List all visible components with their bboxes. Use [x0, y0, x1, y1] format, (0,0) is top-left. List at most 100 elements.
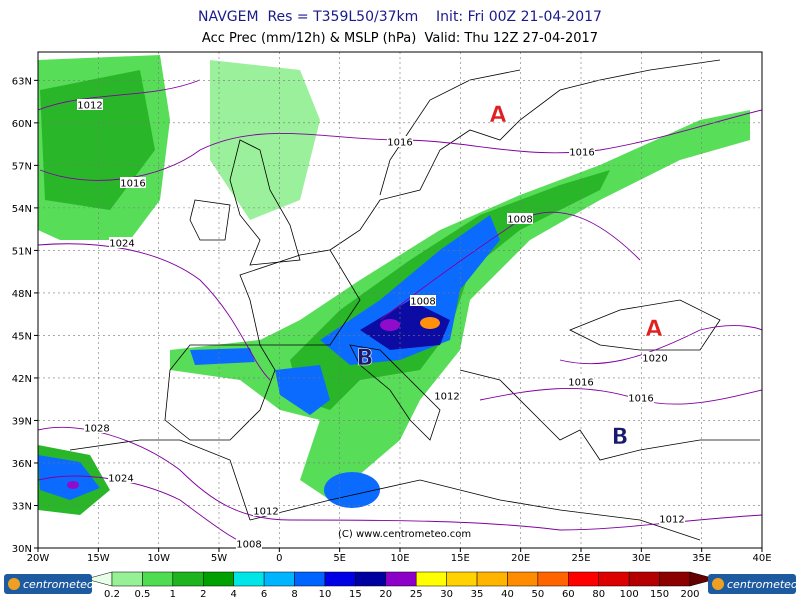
scale-box	[415, 571, 447, 587]
lat-label: 36N	[12, 459, 32, 470]
coastline	[379, 69, 521, 196]
isobar-label-bg	[108, 472, 134, 483]
precip-area	[275, 365, 330, 415]
precip-area	[38, 455, 100, 500]
scale-box	[233, 571, 265, 587]
isobar-label-bg	[410, 295, 436, 306]
precip-area	[324, 472, 380, 508]
precip-area	[420, 317, 440, 329]
lon-label: 5E	[333, 553, 346, 564]
lon-label: 35E	[692, 553, 711, 564]
scale-box	[476, 571, 508, 587]
isobar	[38, 243, 271, 381]
coastlines	[69, 59, 760, 541]
isobar	[38, 79, 201, 111]
scale-box	[324, 571, 356, 587]
isobar-label: 1008	[410, 297, 435, 308]
lat-label: 42N	[12, 374, 32, 385]
lon-label: 40E	[752, 553, 771, 564]
isobar-label-bg	[109, 237, 135, 248]
lat-label: 51N	[12, 246, 32, 257]
map-content	[38, 52, 762, 548]
isobar-label: 1012	[253, 507, 278, 518]
pressure-center: B	[357, 346, 374, 371]
lon-label: 10W	[147, 553, 170, 564]
coastline	[329, 59, 721, 251]
map-area: (C) www.centrometeo.com 1012 1016 1016 1016…	[37, 51, 763, 551]
coastline	[459, 369, 760, 461]
coastline	[164, 344, 276, 441]
logo: centrometeo	[23, 578, 94, 591]
scale-label: 80	[592, 589, 605, 600]
scale-label: 30	[440, 589, 453, 600]
scale-box	[659, 571, 691, 587]
scale-label: 10	[319, 589, 332, 600]
isobar-label-bg	[628, 392, 654, 403]
lat-label: 54N	[12, 204, 32, 215]
coastline	[249, 479, 701, 541]
scale-box	[294, 571, 326, 587]
isobar-label-bg	[434, 390, 460, 401]
isobar-label: 1016	[387, 138, 412, 149]
precip-area	[210, 60, 320, 220]
isobar-label-bg	[387, 136, 413, 147]
scale-label: 200	[680, 589, 699, 600]
precip-area	[190, 348, 255, 365]
isobar-label: 1008	[507, 215, 532, 226]
scale-label: 15	[349, 589, 362, 600]
isobar-label-bg	[568, 376, 594, 387]
lon-label: 10E	[390, 553, 409, 564]
pressure-center: B	[612, 425, 629, 450]
scale-box	[628, 571, 660, 587]
scale-label: 150	[650, 589, 669, 600]
coastline	[569, 299, 721, 351]
scale-label: 8	[291, 589, 297, 600]
lat-label: 30N	[12, 544, 32, 555]
logo-bg	[4, 574, 92, 594]
coastline	[189, 199, 231, 241]
isobar-label-bg	[236, 538, 262, 549]
lat-label: 45N	[12, 331, 32, 342]
lon-label: 15E	[451, 553, 470, 564]
logo-icon	[712, 578, 724, 590]
coastline	[69, 439, 251, 521]
isobar-label-bg	[569, 146, 595, 157]
header-line2: Acc Prec (mm/12h) & MSLP (hPa) Valid: Th…	[202, 31, 598, 46]
precip-fields	[38, 55, 750, 515]
precip-area	[40, 70, 155, 210]
color-scale: 0.2 0.5 1 2 4 6 8 10 15 20 25 30 35 40 50 60 80 100 150 200	[85, 571, 717, 600]
isobar-label-bg	[77, 99, 103, 110]
isobar-label-bg	[507, 213, 533, 224]
scale-label: 6	[261, 589, 267, 600]
precip-area	[67, 481, 79, 489]
scale-label: 1	[170, 589, 176, 600]
scale-label: 50	[532, 589, 545, 600]
scale-box	[172, 571, 204, 587]
isobar-label: 1028	[84, 424, 109, 435]
lat-label: 57N	[12, 161, 32, 172]
scale-box	[507, 571, 539, 587]
header-line1: NAVGEM Res = T359L50/37km Init: Fri 00Z …	[198, 9, 602, 25]
lat-label: 48N	[12, 289, 32, 300]
lat-label: 60N	[12, 119, 32, 130]
isobar-label: 1012	[434, 392, 459, 403]
logo-bg	[708, 574, 796, 594]
lon-label: 20E	[511, 553, 530, 564]
logo: centrometeo	[727, 578, 798, 591]
scale-box	[385, 571, 417, 587]
isobar-label: 1016	[569, 148, 594, 159]
scale-box	[446, 571, 478, 587]
isobar-label: 1024	[108, 474, 133, 485]
isobar-label-bg	[120, 177, 146, 188]
lat-label: 39N	[12, 416, 32, 427]
isobar-label: 1016	[120, 179, 145, 190]
lon-label: 25E	[571, 553, 590, 564]
isobar-label-bg	[253, 505, 279, 516]
scale-box	[203, 571, 234, 587]
scale-label: 60	[562, 589, 575, 600]
scale-label: 35	[471, 589, 484, 600]
isobar-label: 1016	[628, 394, 653, 405]
lat-label: 63N	[12, 76, 32, 87]
pressure-center: A	[645, 317, 662, 342]
